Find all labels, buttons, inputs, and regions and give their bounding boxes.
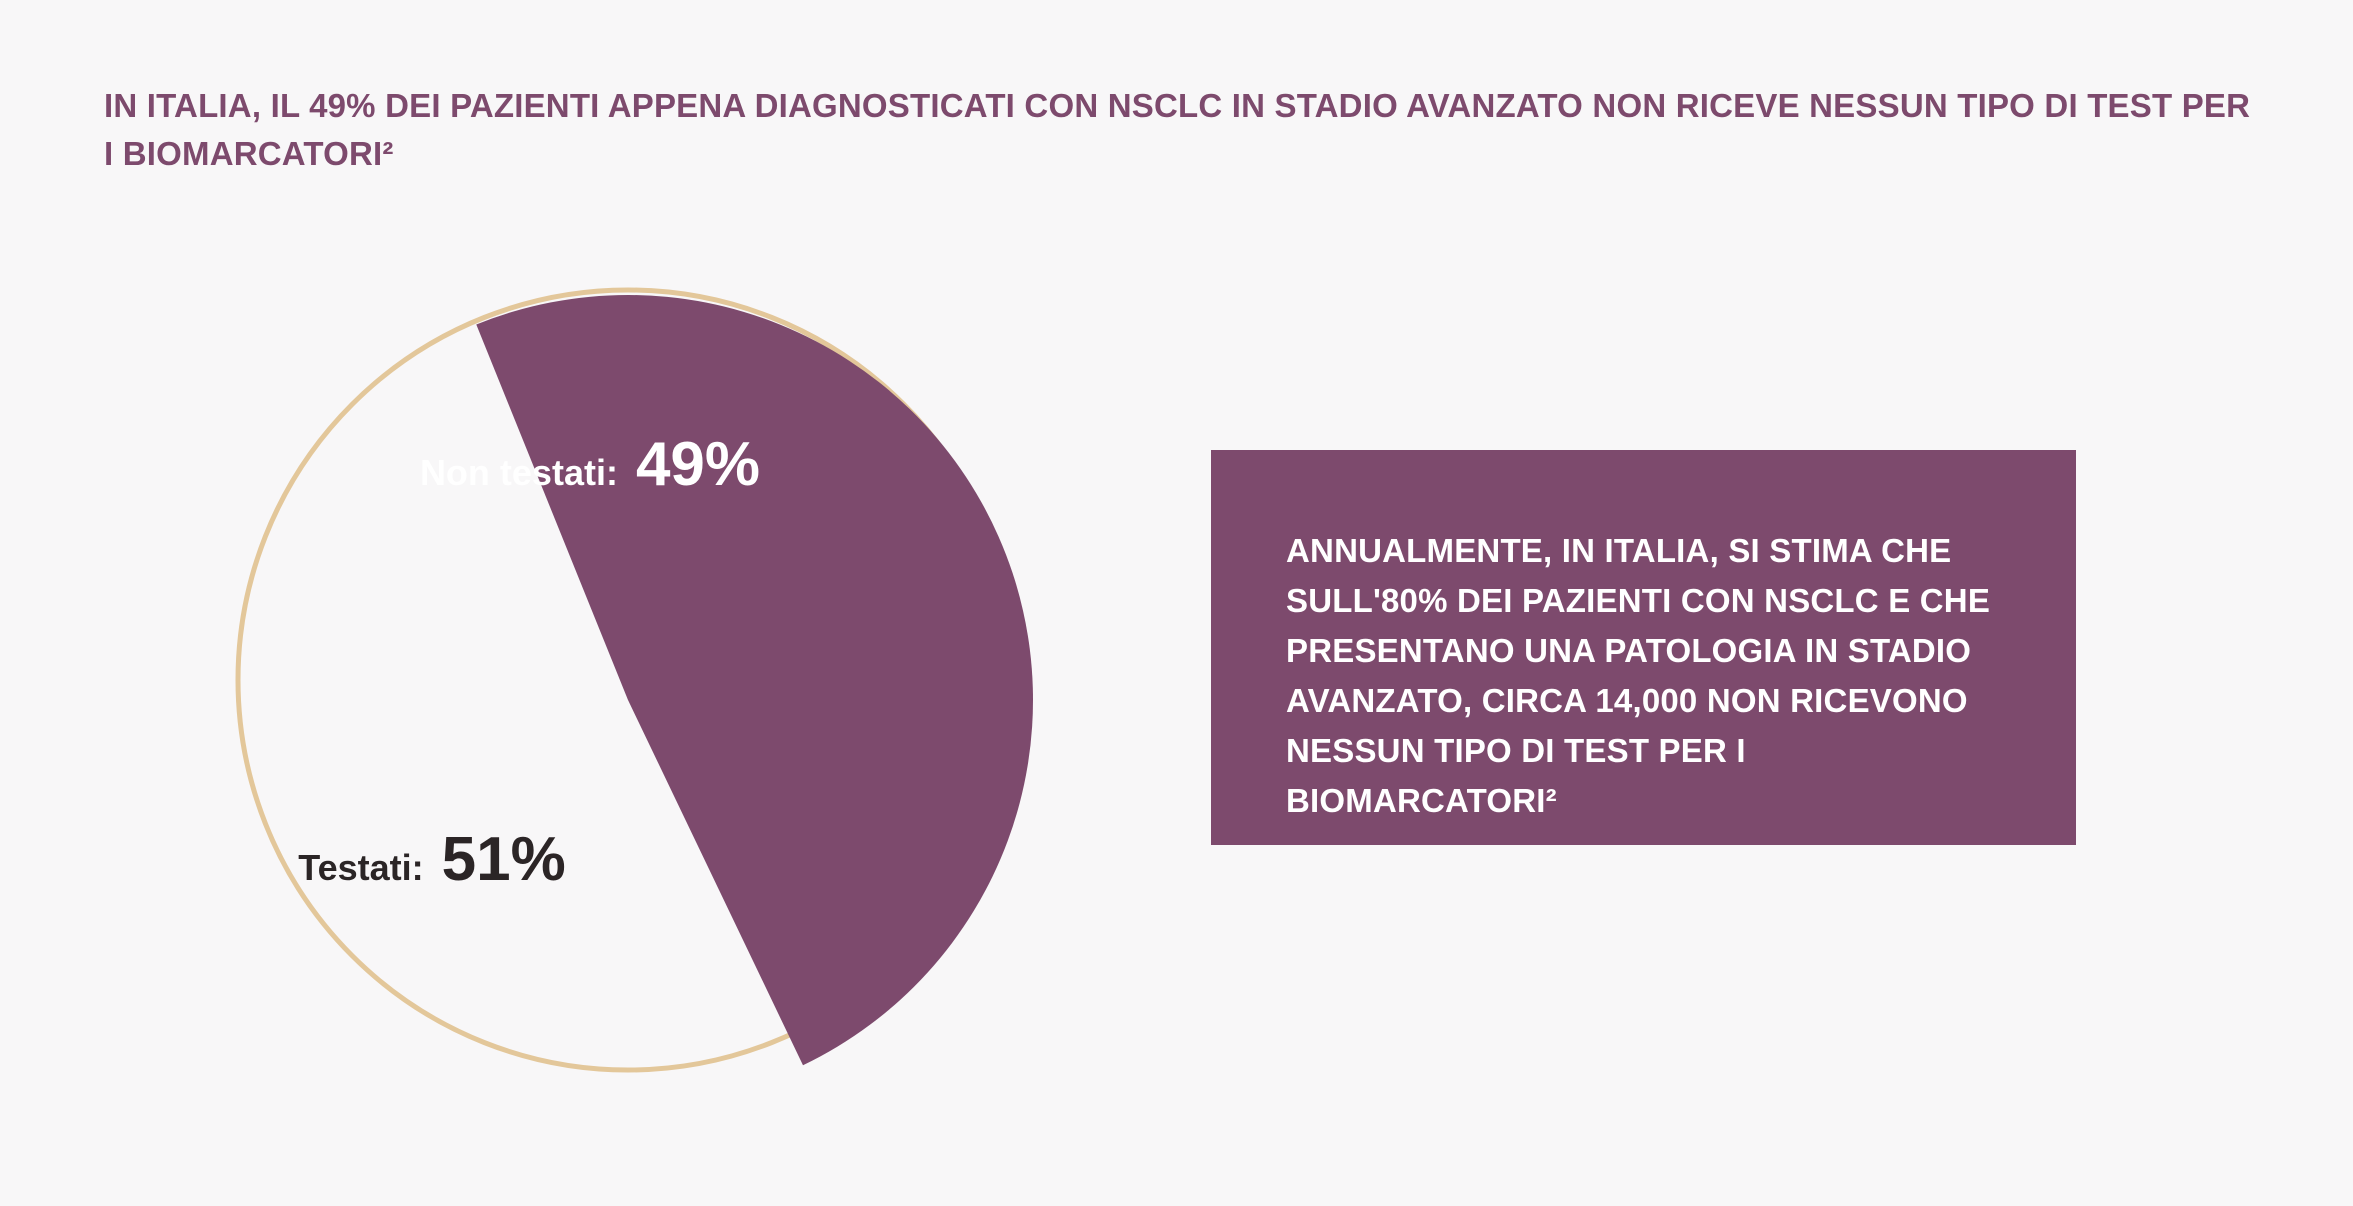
info-box-text: ANNUALMENTE, IN ITALIA, SI STIMA CHE SUL… [1286,532,1991,819]
pie-label-testati-value: 51% [442,825,566,894]
page-title: IN ITALIA, IL 49% DEI PAZIENTI APPENA DI… [104,87,2251,172]
pie-label-non-testati: Non testati: 49% [420,430,760,499]
pie-label-testati-name: Testati: [298,847,433,888]
pie-label-non-testati-name: Non testati: [420,452,628,493]
pie-label-testati: Testati: 51% [298,825,565,894]
pie-chart: Non testati: 49% Testati: 51% [200,240,1100,1140]
pie-label-non-testati-value: 49% [636,430,760,499]
pie-slice-non-testati [476,294,1034,1066]
info-box: ANNUALMENTE, IN ITALIA, SI STIMA CHE SUL… [1211,450,2076,845]
pie-chart-svg: Non testati: 49% Testati: 51% [235,287,1034,1073]
